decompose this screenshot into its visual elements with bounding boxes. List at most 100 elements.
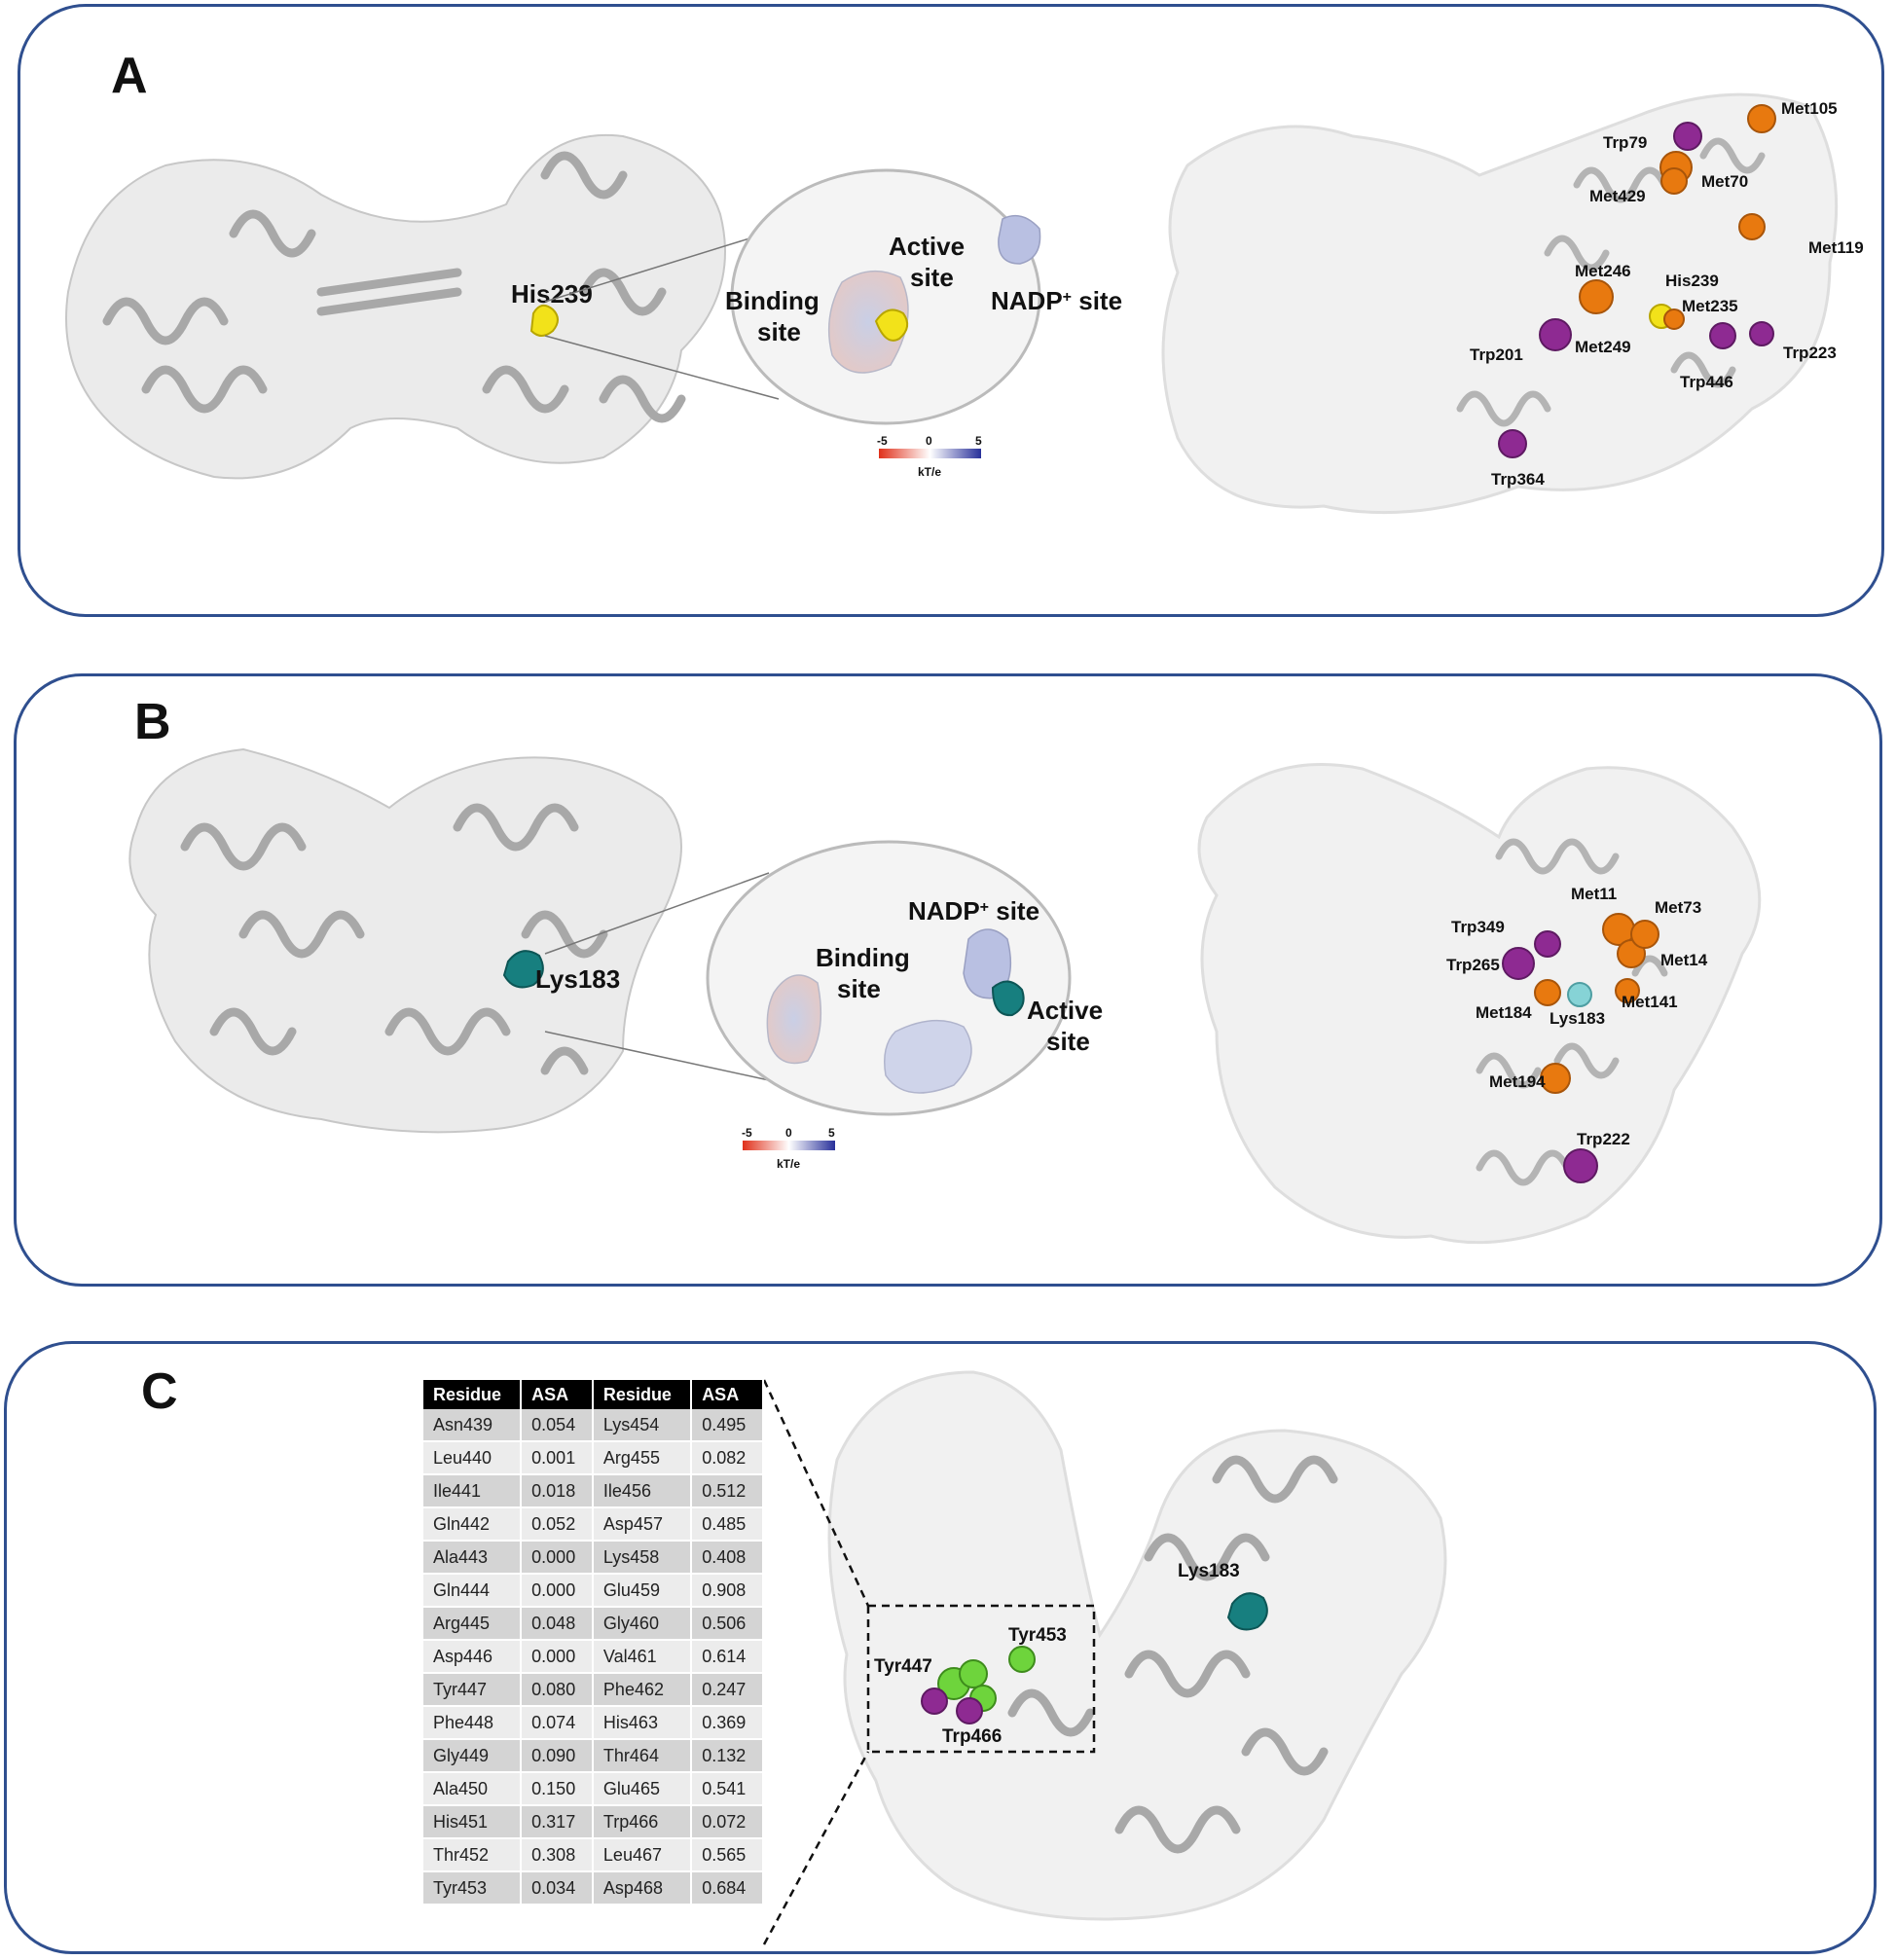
label-met119: Met119	[1808, 238, 1864, 257]
label-trp201: Trp201	[1470, 345, 1523, 364]
panel-a-letter: A	[111, 48, 148, 104]
table-cell: 0.052	[521, 1507, 594, 1542]
table-cell: Asn439	[423, 1409, 523, 1442]
table-cell: His463	[592, 1706, 693, 1740]
table-cell: 0.485	[691, 1507, 764, 1542]
table-cell: 0.369	[691, 1706, 764, 1740]
table-row: Thr452 0.308 Leu467 0.565	[423, 1838, 764, 1872]
label-met70: Met70	[1701, 172, 1748, 191]
panel-b-right-helices	[1476, 838, 1668, 1186]
panel-c-zoom-line-bottom	[762, 1751, 870, 1945]
label-met14: Met14	[1660, 951, 1708, 969]
table-cell: 0.308	[521, 1838, 594, 1872]
panel-b-zoom-line-top	[544, 872, 770, 955]
label-met73: Met73	[1655, 898, 1701, 917]
panel-a-surface	[1161, 92, 1839, 515]
table-cell: 0.048	[521, 1607, 594, 1641]
table-cell: Ile456	[592, 1474, 693, 1508]
panel-a-scale-max: 5	[975, 434, 982, 448]
panel-c-residue-spheres	[921, 1646, 1036, 1724]
table-cell: 0.512	[691, 1474, 764, 1508]
label-met141: Met141	[1622, 993, 1678, 1011]
panel-c-zoom-box	[866, 1604, 1096, 1754]
panel-a-inset-binding-surface	[827, 270, 909, 374]
panel-a-residue-labels: Met105 Trp79 Met429 Met70 Met119 Met246 …	[1470, 99, 1864, 489]
panel-a-his239-label: His239	[511, 279, 593, 309]
panel-a-inset-nadp-surface	[998, 214, 1041, 265]
panel-c-letter: C	[141, 1363, 178, 1420]
table-cell: 0.001	[521, 1441, 594, 1475]
panel-b-inset-active-residue	[991, 980, 1025, 1017]
asa-header-residue-1: Residue	[423, 1380, 523, 1409]
panel-a-inset-binding-2: site	[757, 317, 801, 346]
table-row: Ile441 0.018 Ile456 0.512	[423, 1474, 764, 1508]
panel-a-scale-bar	[879, 449, 981, 458]
table-cell: 0.506	[691, 1607, 764, 1641]
table-cell: Gln444	[423, 1574, 523, 1608]
table-row: Tyr453 0.034 Asp468 0.684	[423, 1871, 764, 1906]
panel-b-inset-groove-surface	[884, 1019, 972, 1094]
panel-a-inset-binding-1: Binding	[725, 286, 820, 315]
panel-b-surface	[1197, 763, 1762, 1245]
table-cell: 0.150	[521, 1772, 594, 1806]
table-cell: Lys458	[592, 1541, 693, 1575]
table-cell: His451	[423, 1805, 523, 1839]
table-cell: 0.908	[691, 1574, 764, 1608]
panel-a-protein-helices	[102, 151, 686, 423]
table-row: Asn439 0.054 Lys454 0.495	[423, 1409, 764, 1442]
label-met184: Met184	[1476, 1003, 1532, 1022]
label-met246: Met246	[1575, 262, 1631, 280]
table-cell: Ile441	[423, 1474, 523, 1508]
panel-a-zoom-line-bottom	[544, 335, 780, 400]
panel-a-inset-active-residue	[874, 309, 909, 342]
table-cell: Glu465	[592, 1772, 693, 1806]
table-cell: 0.408	[691, 1541, 764, 1575]
asa-table: Residue ASA Residue ASA Asn439 0.054 Lys45…	[423, 1380, 764, 1906]
panel-a-zoom-line-top	[544, 237, 750, 303]
table-cell: 0.000	[521, 1640, 594, 1674]
table-row: Phe448 0.074 His463 0.369	[423, 1706, 764, 1740]
table-cell: 0.000	[521, 1541, 594, 1575]
table-cell: Glu459	[592, 1574, 693, 1608]
table-cell: 0.090	[521, 1739, 594, 1773]
table-row: Arg445 0.048 Gly460 0.506	[423, 1607, 764, 1641]
table-cell: Trp466	[592, 1805, 693, 1839]
table-cell: 0.072	[691, 1805, 764, 1839]
label-trp349: Trp349	[1451, 918, 1505, 936]
panel-b-scale-unit: kT/e	[777, 1157, 800, 1171]
label-met249: Met249	[1575, 338, 1631, 356]
label-trp265: Trp265	[1446, 956, 1500, 974]
table-row: Tyr447 0.080 Phe462 0.247	[423, 1673, 764, 1707]
table-cell: Asp446	[423, 1640, 523, 1674]
label-trp222: Trp222	[1577, 1130, 1630, 1148]
table-cell: 0.495	[691, 1409, 764, 1442]
panel-a-protein-ribbon	[65, 133, 726, 480]
label-trp364: Trp364	[1491, 470, 1545, 489]
panel-b-zoom-line-bottom	[544, 1031, 770, 1081]
table-cell: 0.317	[521, 1805, 594, 1839]
table-row: Gly449 0.090 Thr464 0.132	[423, 1739, 764, 1773]
label-lys183: Lys183	[1550, 1009, 1605, 1028]
panel-b-residue-labels: Met11 Met73 Trp349 Trp265 Met14 Met184 L…	[1446, 885, 1708, 1148]
panel-c-lys183-sphere	[1226, 1592, 1268, 1631]
table-cell: Phe448	[423, 1706, 523, 1740]
table-cell: Val461	[592, 1640, 693, 1674]
table-cell: Gly460	[592, 1607, 693, 1641]
panel-b-lys183-sphere	[502, 950, 544, 989]
table-row: Leu440 0.001 Arg455 0.082	[423, 1441, 764, 1475]
label-met194: Met194	[1489, 1072, 1546, 1091]
table-cell: 0.132	[691, 1739, 764, 1773]
table-cell: Ala450	[423, 1772, 523, 1806]
panel-b-scale-max: 5	[828, 1126, 835, 1140]
panel-b-inset-binding-2: site	[837, 974, 881, 1003]
table-row: Asp446 0.000 Val461 0.614	[423, 1640, 764, 1674]
asa-table-body: Asn439 0.054 Lys454 0.495 Leu440 0.001 Arg455 0…	[423, 1409, 764, 1906]
panel-a-inset-active-2: site	[910, 263, 954, 292]
panel-a-scale-unit: kT/e	[918, 465, 941, 479]
panel-b-inset-nadp: NADP+ site	[908, 896, 1039, 926]
table-cell: Phe462	[592, 1673, 693, 1707]
panel-c-trp466-label: Trp466	[942, 1726, 1002, 1747]
table-cell: 0.018	[521, 1474, 594, 1508]
panel-a-scale-min: -5	[877, 434, 888, 448]
